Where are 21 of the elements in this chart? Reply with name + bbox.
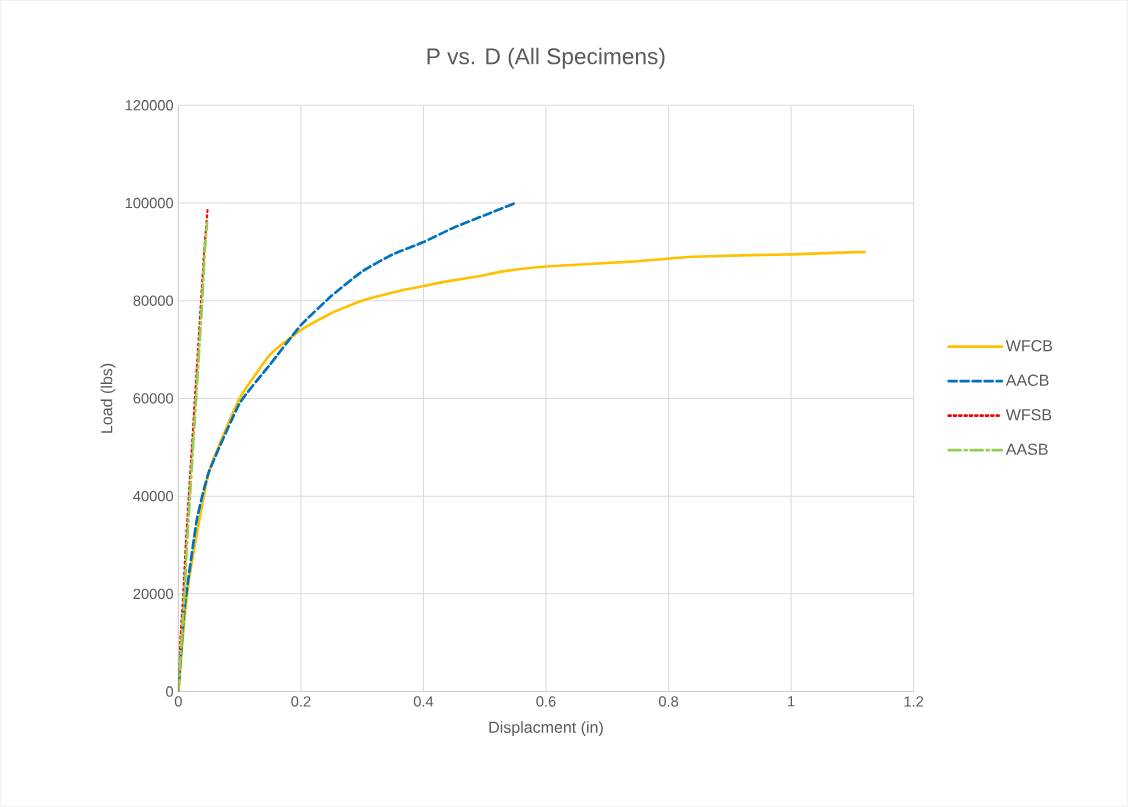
y-tick-label: 40000 <box>133 491 174 502</box>
x-tick-label: 1 <box>788 696 795 707</box>
x-axis-title: Displacment (in) <box>489 721 603 737</box>
x-tick-label: 0.4 <box>413 696 434 707</box>
x-tick-label: 0.2 <box>291 696 311 707</box>
chart-title: P vs. D (All Specimens) <box>427 47 665 69</box>
y-axis-title: Load (lbs) <box>100 363 116 433</box>
y-tick-label: 60000 <box>133 393 174 404</box>
y-tick-label: 100000 <box>125 197 174 209</box>
y-tick-label: 20000 <box>133 588 174 600</box>
y-tick-label: 0 <box>166 686 174 697</box>
legend-label: WFCB <box>1005 340 1053 352</box>
y-tick-label: 120000 <box>125 100 174 111</box>
legend-label: AASB <box>1005 443 1048 455</box>
legend-label: WFSB <box>1005 409 1052 421</box>
x-tick-label: 0 <box>174 696 182 707</box>
x-tick-label: 0.8 <box>658 696 679 707</box>
y-tick-label: 80000 <box>133 295 174 306</box>
legend-label: AACB <box>1005 374 1049 386</box>
x-tick-label: 1.2 <box>904 696 924 707</box>
x-tick-label: 0.6 <box>536 696 556 707</box>
